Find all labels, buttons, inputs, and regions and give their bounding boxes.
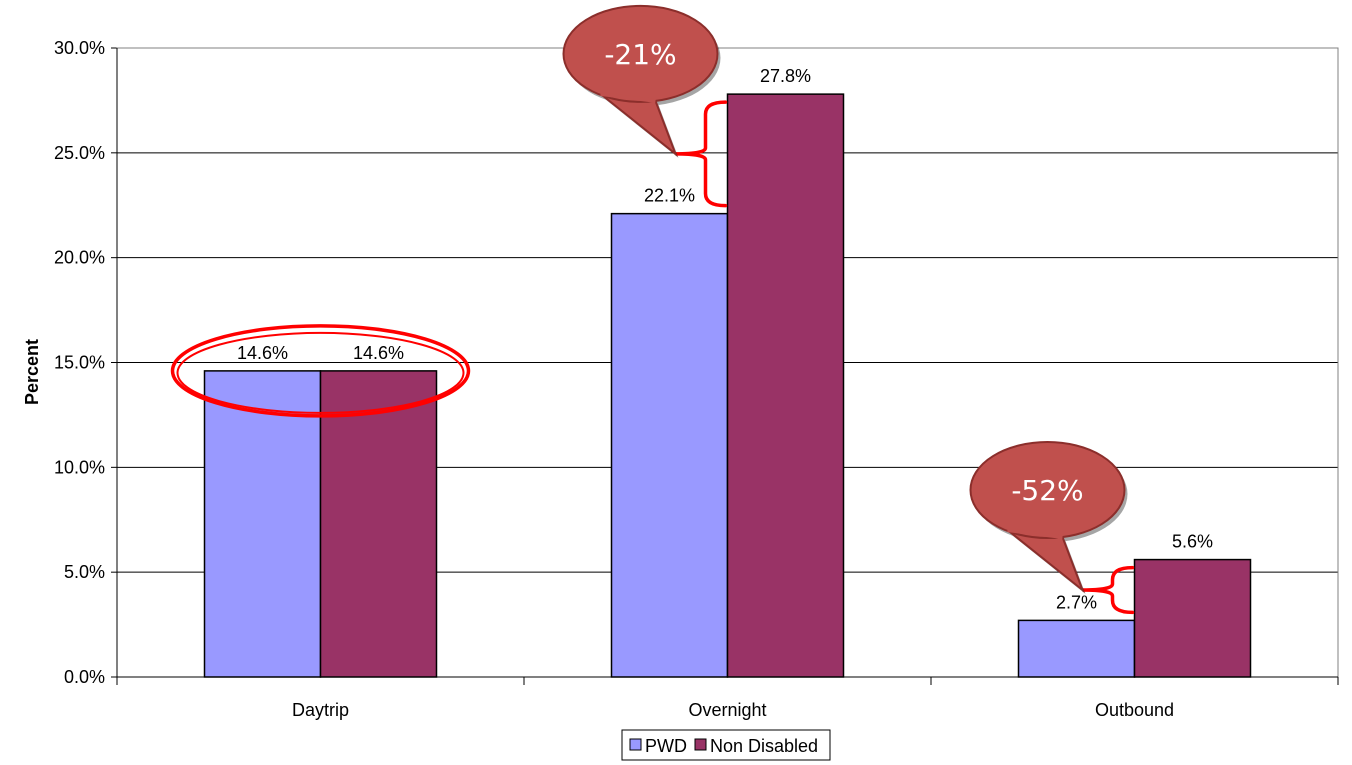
callout-seam <box>1007 528 1063 539</box>
callout-seam <box>600 91 656 103</box>
annotations: -21% -52% <box>170 4 1135 615</box>
x-tick-label: Overnight <box>688 700 766 720</box>
legend-box <box>621 729 831 761</box>
y-axis-label: Percent <box>22 339 42 405</box>
highlight-ellipse <box>170 324 471 418</box>
y-tick-label: 20.0% <box>54 248 105 268</box>
legend-swatch <box>629 738 642 751</box>
highlight-ellipse-outer <box>170 324 471 418</box>
difference-callout: -21% <box>562 4 721 158</box>
highlight-ellipse-inner <box>176 331 465 414</box>
bar-pwd-overnight <box>610 212 729 678</box>
legend-label: PWD <box>645 736 687 756</box>
x-tick-label: Outbound <box>1095 700 1174 720</box>
bar-non-disabled-overnight <box>726 93 845 678</box>
data-label: 22.1% <box>644 186 695 206</box>
callout-text: -21% <box>604 38 676 71</box>
bars <box>203 93 1252 678</box>
y-axis-ticks: 0.0% 5.0% 10.0% 15.0% 20.0% 25.0% 30.0% <box>54 38 117 687</box>
callout-body <box>562 4 719 103</box>
difference-callout: -52% <box>969 440 1128 594</box>
y-tick-label: 25.0% <box>54 143 105 163</box>
y-tick-label: 10.0% <box>54 457 105 477</box>
callout-text: -52% <box>1011 474 1083 507</box>
data-label: 14.6% <box>353 343 404 363</box>
x-tick-label: Daytrip <box>292 700 349 720</box>
x-axis-ticks: Daytrip Overnight Outbound <box>116 677 1339 720</box>
bar-pwd-daytrip <box>203 370 322 678</box>
y-tick-label: 15.0% <box>54 353 105 373</box>
bar-non-disabled-daytrip <box>319 370 438 678</box>
y-tick-label: 30.0% <box>54 38 105 58</box>
data-label: 2.7% <box>1056 592 1097 612</box>
axes <box>116 47 1339 678</box>
y-tick-label: 5.0% <box>64 562 105 582</box>
y-tick-label: 0.0% <box>64 667 105 687</box>
data-label: 27.8% <box>760 66 811 86</box>
data-labels: 14.6% 14.6% 22.1% 27.8% 2.7% 5.6% <box>237 66 1213 612</box>
bar-pwd-outbound <box>1017 619 1136 678</box>
legend-swatch <box>694 738 707 751</box>
bar-non-disabled-outbound <box>1133 558 1252 678</box>
data-label: 14.6% <box>237 343 288 363</box>
callout-body <box>969 440 1126 539</box>
legend: PWD Non Disabled <box>621 729 831 761</box>
legend-label: Non Disabled <box>710 736 818 756</box>
data-label: 5.6% <box>1172 532 1213 552</box>
